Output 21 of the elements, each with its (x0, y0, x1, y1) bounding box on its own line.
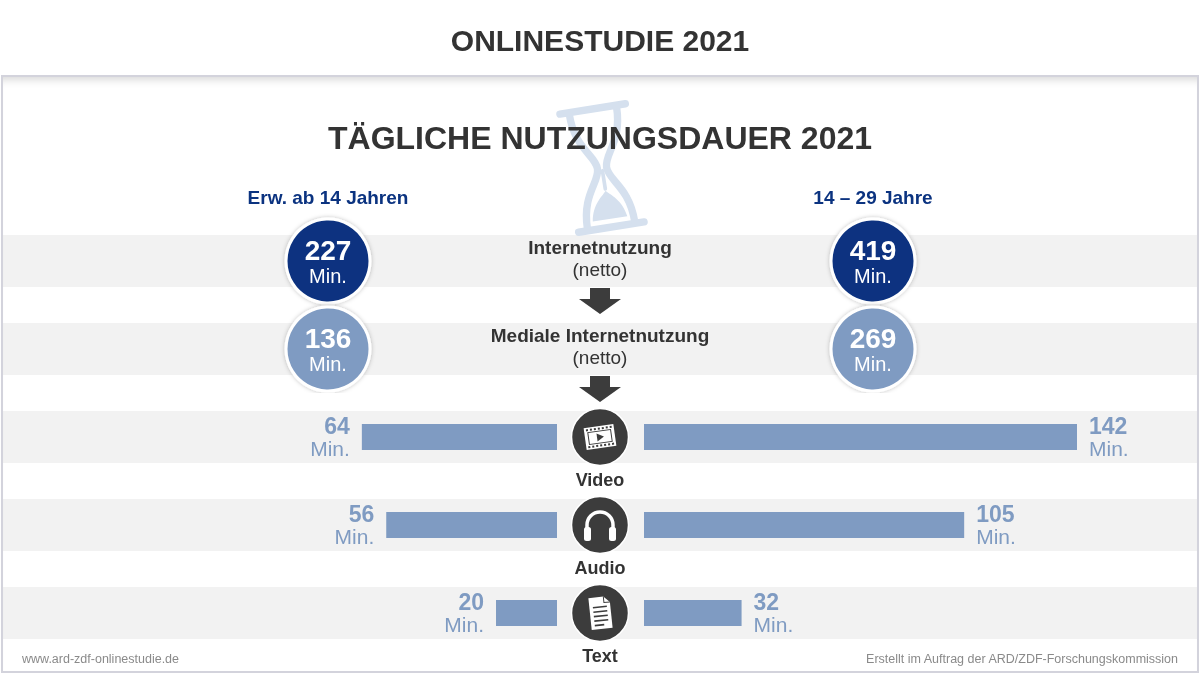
data-label: 64 Min. (310, 413, 351, 460)
series-label: 14 – 29 Jahre (812, 187, 934, 209)
y-tick-label: Audio (573, 558, 627, 578)
text: www.ard-zdf-onlinestudie.de (22, 652, 180, 666)
data-label: 56 Min. (334, 501, 375, 548)
data-label: 136 Min. (304, 322, 352, 375)
data-label: 227 Min. (304, 234, 352, 287)
y-tick-label: Video (574, 470, 626, 490)
text: TÄGLICHE NUTZUNGSDAUER 2021 (327, 120, 873, 156)
category-label: Internetnutzung (netto) (528, 237, 672, 280)
data-label: 105 Min. (976, 501, 1016, 548)
y-tick-label: Text (581, 646, 619, 666)
data-label: 142 Min. (1089, 413, 1129, 460)
data-label: 269 Min. (849, 322, 897, 375)
series-label: Erw. ab 14 Jahren (246, 187, 410, 209)
data-label: 419 Min. (849, 234, 897, 287)
annotation: Erstellt im Auftrag der ARD/ZDF-Forschungskommission (866, 652, 1178, 666)
category-label: Mediale Internetnutzung (netto) (490, 325, 710, 368)
data-label: 32 Min. (753, 589, 794, 636)
text: ONLINESTUDIE 2021 (450, 23, 750, 57)
data-label: 20 Min. (444, 589, 485, 636)
